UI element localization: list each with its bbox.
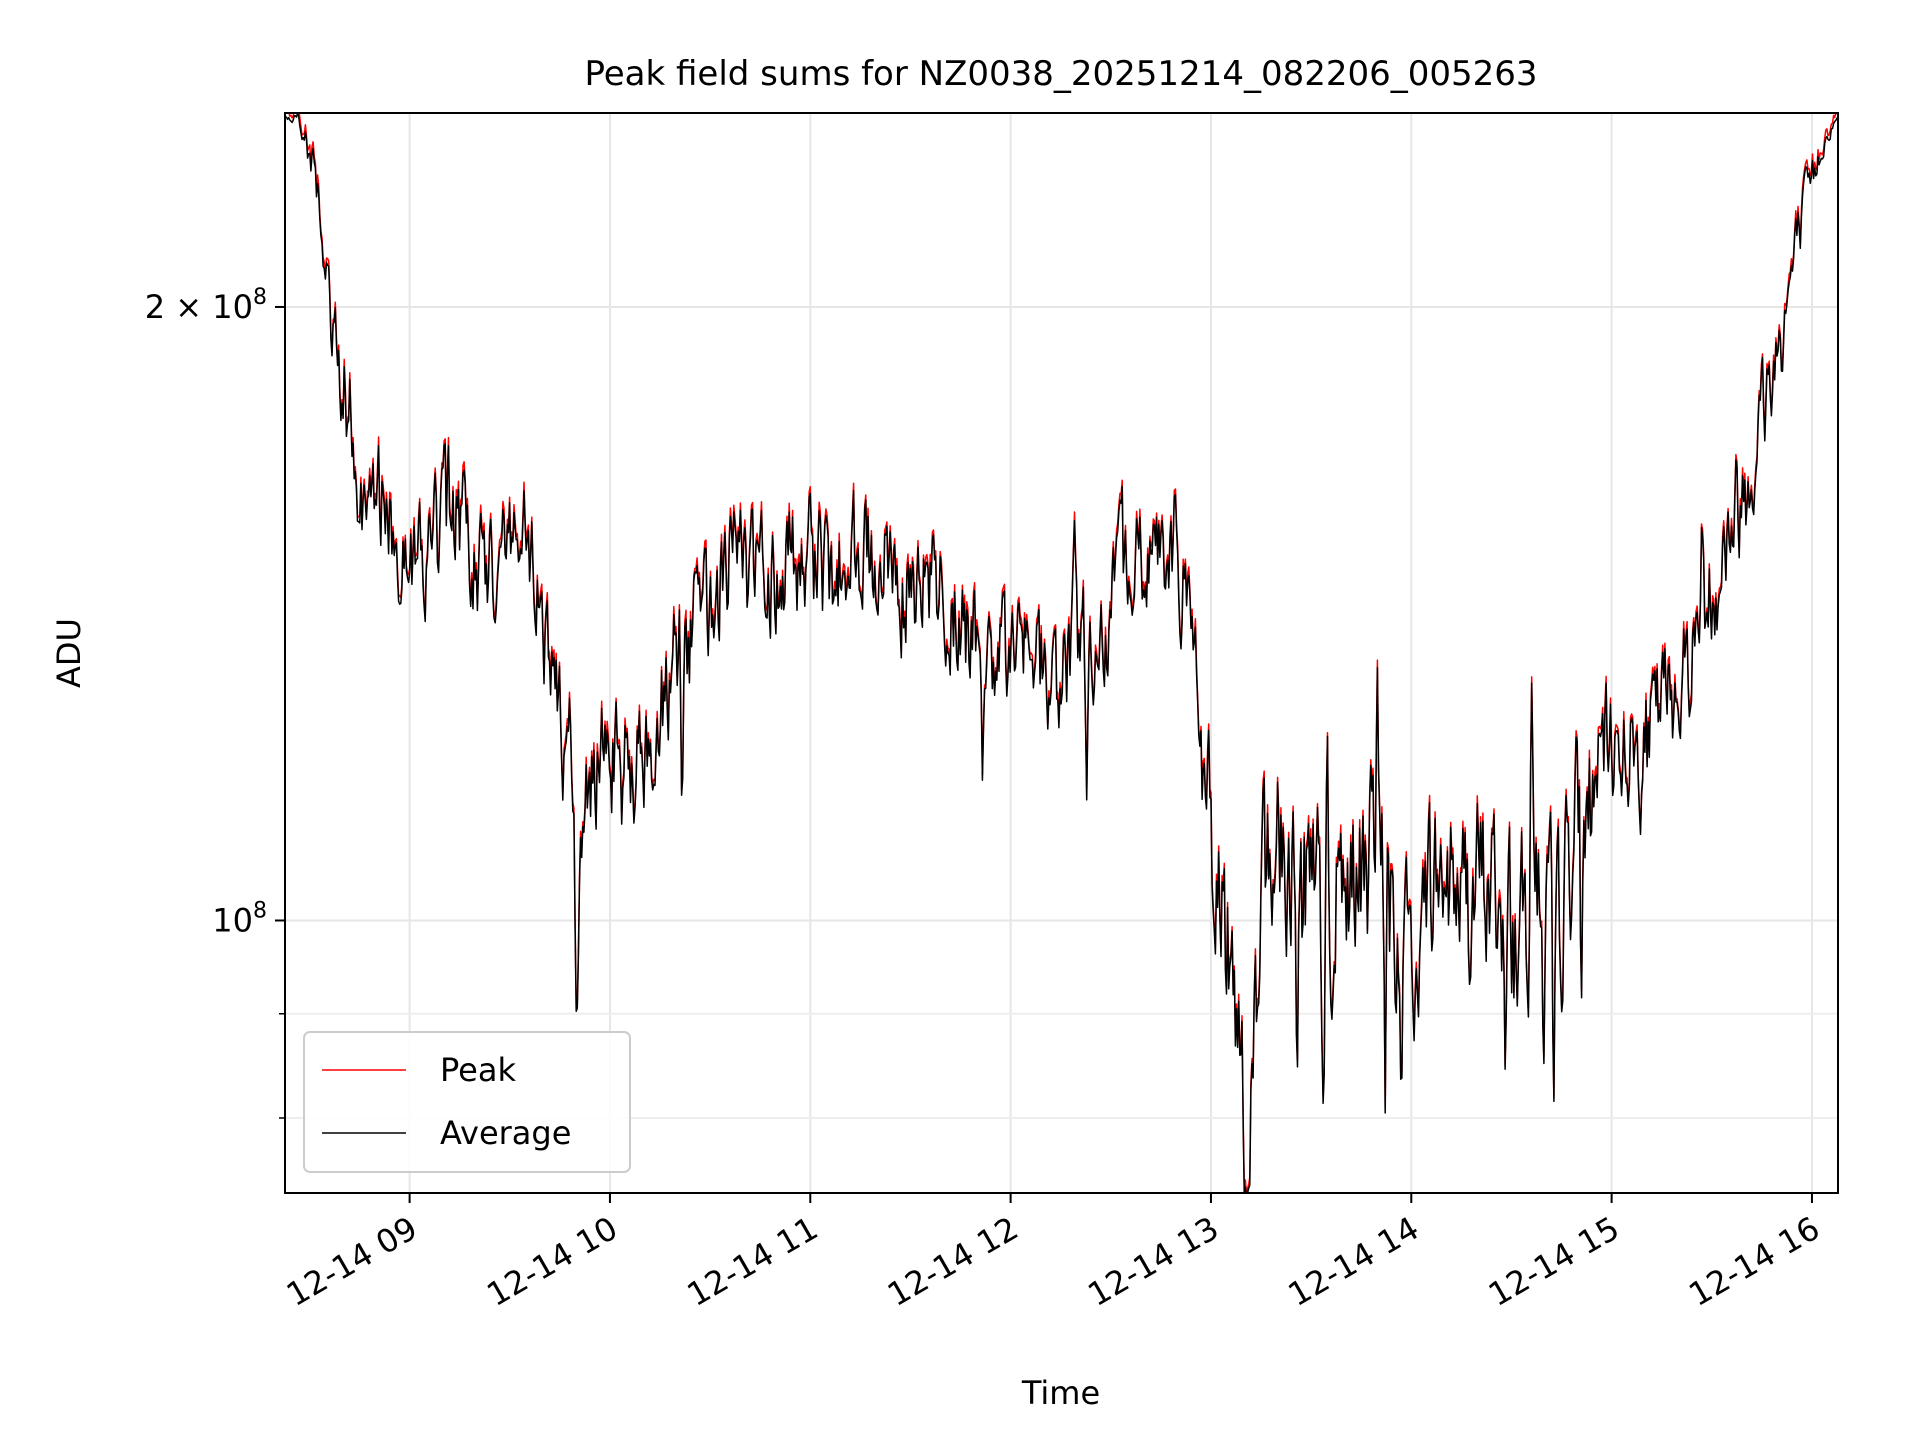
series-layer: [285, 113, 1838, 1193]
y-tick-label: 108: [212, 898, 267, 939]
y-axis: 108 2 × 108: [145, 285, 285, 1119]
legend-label-peak: Peak: [440, 1051, 516, 1089]
grid: [285, 113, 1838, 1193]
x-axis-label: Time: [1021, 1374, 1100, 1412]
plot-frame: [284, 112, 1839, 1194]
legend-box: [303, 1031, 631, 1173]
legend-label-average: Average: [440, 1114, 571, 1152]
chart-title: Peak field sums for NZ0038_20251214_0822…: [584, 54, 1537, 94]
series-line-average: [285, 113, 1838, 1193]
legend: Peak Average: [303, 1031, 631, 1173]
y-tick-label: 2 × 108: [145, 285, 267, 326]
y-axis-label: ADU: [50, 618, 88, 688]
